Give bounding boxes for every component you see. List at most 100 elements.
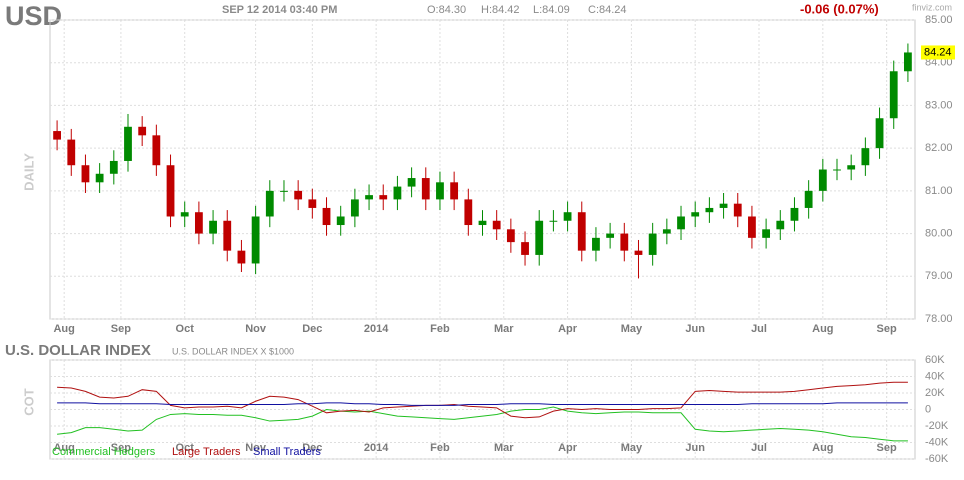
source: finviz.com xyxy=(912,2,952,12)
candle-body xyxy=(67,139,76,166)
candle-body xyxy=(294,190,303,200)
last-price-label: 84.24 xyxy=(924,46,952,58)
y-tick-label: -20K xyxy=(925,420,949,432)
candle-body xyxy=(53,131,61,140)
candle-body xyxy=(889,71,898,119)
y-tick-label: -60K xyxy=(925,453,949,465)
y-tick-label: 81.00 xyxy=(925,185,953,197)
candle-body xyxy=(265,190,274,217)
candle-body xyxy=(194,212,203,234)
y-tick-label: 0 xyxy=(925,403,931,415)
candle-body xyxy=(861,148,870,166)
legend-entry: Small Traders xyxy=(253,446,321,458)
timestamp: SEP 12 2014 03:40 PM xyxy=(222,4,337,16)
chart-title: USD xyxy=(5,1,62,31)
series-line xyxy=(57,402,908,406)
plot-area xyxy=(49,19,916,320)
x-tick-label: Jun xyxy=(685,323,705,335)
x-tick-label: Oct xyxy=(176,323,195,335)
x-tick-label: Sep xyxy=(111,442,131,454)
x-tick-label: Oct xyxy=(176,442,195,454)
y-tick-label: 80.00 xyxy=(925,227,953,239)
candle-body xyxy=(152,135,161,166)
candle-body xyxy=(180,212,189,217)
ohlc-close: C:84.24 xyxy=(588,4,627,16)
candle-body xyxy=(833,169,841,171)
candle-body xyxy=(662,229,671,234)
x-tick-label: May xyxy=(621,442,643,454)
candle-body xyxy=(393,186,402,200)
x-tick-label: Mar xyxy=(494,442,514,454)
candle-body xyxy=(109,160,118,174)
candle-body xyxy=(904,52,912,72)
cot-title: U.S. DOLLAR INDEX xyxy=(5,342,151,359)
candle-body xyxy=(606,233,615,238)
candle-body xyxy=(365,195,373,200)
y-tick-label: 85.00 xyxy=(925,14,953,26)
candle-body xyxy=(407,178,416,187)
candle-body xyxy=(450,182,459,200)
candle-body xyxy=(421,178,430,200)
y-tick-label: 78.00 xyxy=(925,313,953,325)
cot-y-label: COT xyxy=(21,388,36,416)
series-line xyxy=(57,406,908,442)
ohlc-high: H:84.42 xyxy=(481,4,520,16)
candle-body xyxy=(251,216,260,264)
candle-body xyxy=(336,216,345,226)
candle-body xyxy=(138,126,147,136)
candle-body xyxy=(577,212,586,251)
candle-body xyxy=(762,229,771,238)
y-tick-label: 20K xyxy=(925,387,945,399)
ohlc-open: O:84.30 xyxy=(427,4,466,16)
candle-body xyxy=(733,203,742,217)
candle-body xyxy=(521,242,529,255)
candle-body xyxy=(705,207,714,213)
candle-body xyxy=(209,220,217,234)
candle-body xyxy=(166,165,175,217)
candle-body xyxy=(492,220,501,230)
candle-body xyxy=(436,182,444,200)
y-tick-label: 82.00 xyxy=(925,142,953,154)
x-tick-label: Sep xyxy=(111,323,131,335)
y-tick-label: -40K xyxy=(925,436,949,448)
candle-body xyxy=(535,220,544,255)
candle-body xyxy=(875,118,884,149)
y-tick-label: 40K xyxy=(925,370,945,382)
y-axis-label: DAILY xyxy=(21,153,36,191)
last-price-box xyxy=(921,45,955,60)
candle-body xyxy=(818,169,827,191)
candle-body xyxy=(237,250,246,264)
x-tick-label: Feb xyxy=(430,442,450,454)
x-tick-label: 2014 xyxy=(364,442,389,454)
x-tick-label: Dec xyxy=(302,323,322,335)
x-tick-label: Aug xyxy=(812,442,833,454)
candle-body xyxy=(549,220,558,222)
x-tick-label: May xyxy=(621,323,643,335)
candle-body xyxy=(464,199,473,226)
candle-body xyxy=(563,212,572,221)
y-tick-label: 79.00 xyxy=(925,270,953,282)
candle-body xyxy=(804,190,813,208)
x-tick-label: Nov xyxy=(245,442,267,454)
y-tick-label: 83.00 xyxy=(925,99,953,111)
legend-entry: Large Traders xyxy=(172,446,241,458)
x-tick-label: Aug xyxy=(53,323,74,335)
cot-subtitle: U.S. DOLLAR INDEX X $1000 xyxy=(172,346,294,356)
candle-body xyxy=(223,220,232,251)
candle-body xyxy=(719,203,728,208)
candle-body xyxy=(350,199,359,217)
x-tick-label: Apr xyxy=(558,442,578,454)
candle-body xyxy=(790,207,799,221)
candle-body xyxy=(308,199,317,208)
candle-body xyxy=(280,190,288,192)
candle-body xyxy=(634,250,643,255)
candle-body xyxy=(379,195,388,200)
x-tick-label: Aug xyxy=(812,323,833,335)
candle-body xyxy=(124,126,132,161)
x-tick-label: Apr xyxy=(558,323,578,335)
x-tick-label: Sep xyxy=(877,323,897,335)
x-tick-label: Jul xyxy=(751,442,767,454)
candle-body xyxy=(677,216,685,230)
x-tick-label: Nov xyxy=(245,323,267,335)
